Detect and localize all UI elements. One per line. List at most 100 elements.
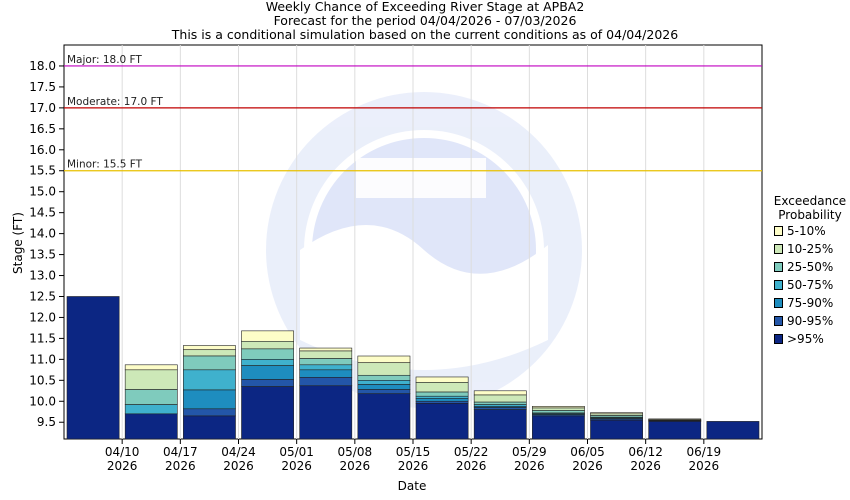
legend-item: 50-75% (774, 276, 850, 294)
bar-segment-75-90pct (357, 384, 411, 390)
bar-segment-50-75pct (241, 359, 294, 366)
week-bar (299, 347, 353, 440)
x-tick-date: 06/19 (687, 445, 722, 459)
bar-segment-10-25pct (241, 341, 294, 350)
legend-swatch (774, 316, 783, 326)
chart-subtitle-period: Forecast for the period 04/04/2026 - 07/… (273, 13, 577, 28)
threshold-label: Minor: 15.5 FT (67, 159, 143, 171)
legend-label: 75-90% (787, 296, 834, 310)
legend-label: 90-95% (787, 314, 834, 328)
x-tick-date: 05/08 (338, 445, 373, 459)
bar-segment-5-10pct (183, 345, 236, 351)
bars (66, 296, 760, 440)
x-tick-year: 2026 (514, 459, 545, 473)
y-tick-label: 9.5 (37, 415, 56, 429)
bar-segment-50-75pct (183, 369, 236, 391)
x-tick-year: 2026 (223, 459, 254, 473)
bar-segment-75-90pct (241, 365, 294, 380)
bar-segment-10-25pct (532, 407, 585, 411)
bar-segment-gt95pct (124, 413, 178, 440)
week-bar (241, 330, 294, 440)
legend-swatch (774, 298, 783, 308)
x-tick-year: 2026 (165, 459, 196, 473)
legend-label: 10-25% (787, 242, 834, 256)
bar-segment-10-25pct (357, 362, 411, 376)
y-tick-label: 16.5 (29, 122, 56, 136)
bar-segment-25-50pct (473, 401, 527, 405)
x-tick-year: 2026 (340, 459, 371, 473)
bar-segment-5-10pct (299, 347, 353, 352)
week-bar (473, 390, 527, 440)
x-tick-year: 2026 (630, 459, 661, 473)
bar-segment-5-10pct (415, 376, 469, 383)
bar-segment-10-25pct (183, 349, 236, 357)
week-bar (357, 355, 411, 440)
bar-segment-90-95pct (473, 407, 527, 410)
bar-segment-25-50pct (299, 358, 353, 366)
x-tick-date: 05/15 (396, 445, 431, 459)
x-axis-label: Date (398, 479, 427, 493)
week-bar (648, 418, 702, 440)
x-tick-year: 2026 (107, 459, 138, 473)
bar-segment-gt95pct (706, 421, 760, 440)
legend-item: >95% (774, 330, 850, 348)
x-tick-date: 05/29 (512, 445, 547, 459)
legend-item: 10-25% (774, 240, 850, 258)
legend-item: 25-50% (774, 258, 850, 276)
y-tick-label: 13.5 (29, 248, 56, 262)
legend-swatch (774, 262, 783, 272)
y-tick-label: 17.0 (29, 101, 56, 115)
bar-segment-25-50pct (183, 355, 236, 371)
bar-segment-75-90pct (183, 389, 236, 410)
x-tick-date: 04/24 (221, 445, 256, 459)
y-tick-label: 12.0 (29, 310, 56, 324)
week-bar (706, 421, 760, 440)
bar-segment-10-25pct (299, 350, 353, 359)
legend: Exceedance Probability 5-10% 10-25% 25-50%… (766, 194, 850, 348)
y-tick-label: 11.0 (29, 352, 56, 366)
legend-item: 75-90% (774, 294, 850, 312)
week-bar (590, 412, 643, 440)
bar-segment-75-90pct (415, 398, 469, 402)
chart-title: Weekly Chance of Exceeding River Stage a… (265, 0, 585, 14)
chart-title-block: Weekly Chance of Exceeding River Stage a… (0, 0, 850, 42)
y-tick-label: 11.5 (29, 331, 56, 345)
bar-segment-gt95pct (66, 296, 120, 440)
x-tick-year: 2026 (281, 459, 312, 473)
bar-segment-gt95pct (590, 419, 643, 440)
y-tick-label: 15.5 (29, 164, 56, 178)
legend-title-line2: Probability (778, 208, 842, 222)
legend-swatch (774, 244, 783, 254)
legend-label: 5-10% (787, 224, 826, 238)
y-tick-label: 10.5 (29, 373, 56, 387)
legend-label: 25-50% (787, 260, 834, 274)
legend-item: 5-10% (774, 222, 850, 240)
y-axis: 9.5 10.0 10.5 11.0 11.5 12.0 12.5 13.0 13.5 14.0 1… (29, 59, 64, 429)
y-tick-label: 14.0 (29, 227, 56, 241)
x-tick-date: 04/17 (163, 445, 198, 459)
x-tick-date: 06/05 (570, 445, 605, 459)
legend-label: 50-75% (787, 278, 834, 292)
bar-segment-10-25pct (473, 394, 527, 403)
bar-segment-5-10pct (473, 390, 527, 396)
bar-segment-5-10pct (241, 330, 294, 342)
bar-segment-25-50pct (532, 410, 585, 414)
bar-segment-90-95pct (241, 379, 294, 387)
bar-segment-90-95pct (415, 400, 469, 404)
legend-title: Exceedance Probability (770, 194, 850, 222)
legend-label: >95% (787, 332, 824, 346)
bar-segment-10-25pct (415, 382, 469, 393)
y-tick-label: 18.0 (29, 59, 56, 73)
bar-segment-75-90pct (299, 369, 353, 378)
bar-segment-gt95pct (241, 386, 294, 440)
flood-thresholds: Major: 18.0 FT Moderate: 17.0 FT Minor: 15… (64, 54, 762, 172)
bar-segment-25-50pct (241, 348, 294, 360)
y-tick-label: 14.5 (29, 206, 56, 220)
bar-segment-50-75pct (124, 404, 178, 415)
threshold-label: Moderate: 17.0 FT (67, 96, 163, 108)
week-bar (124, 364, 178, 440)
bar-segment-50-75pct (299, 364, 353, 371)
x-tick-date: 05/22 (454, 445, 489, 459)
bar-segment-50-75pct (357, 380, 411, 385)
